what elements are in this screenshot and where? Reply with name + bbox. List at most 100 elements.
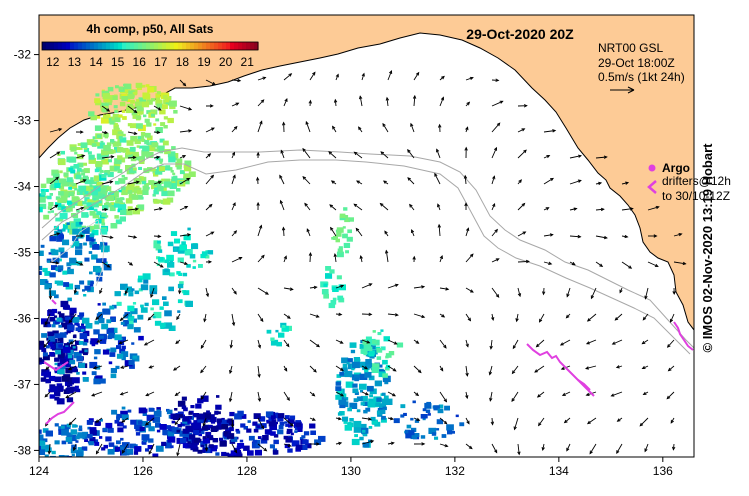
current-vector	[231, 202, 236, 211]
sst-cell	[67, 297, 72, 302]
sst-cell	[167, 436, 176, 443]
sst-cell	[79, 312, 85, 317]
current-vector-head	[184, 206, 189, 210]
sst-cell	[89, 437, 96, 442]
colorbar-label: 20	[219, 55, 233, 69]
current-vector	[335, 365, 344, 371]
current-vector	[73, 443, 77, 451]
sst-cell	[65, 283, 74, 290]
sst-cell	[146, 135, 153, 141]
sst-cell	[156, 91, 161, 95]
current-vector	[120, 365, 129, 369]
sst-cell	[66, 329, 71, 334]
current-vector-head	[262, 76, 267, 80]
current-vector	[490, 339, 493, 349]
sst-cell	[129, 167, 137, 174]
sst-cell	[102, 114, 109, 119]
y-axis-ticks: -32-33-34-35-36-37-38	[14, 48, 39, 457]
sst-cell	[114, 110, 118, 113]
current-vector-head	[421, 285, 426, 289]
sst-cell	[285, 437, 293, 443]
sst-cell	[207, 250, 214, 255]
sst-cell	[83, 294, 87, 297]
sst-cell	[79, 333, 88, 340]
colorbar-swatch	[54, 42, 59, 50]
sst-cell	[66, 342, 71, 345]
sst-cell	[79, 192, 83, 195]
sst-cell	[91, 254, 98, 260]
sst-cell	[67, 268, 74, 275]
current-vector	[69, 339, 77, 345]
sst-cell	[102, 349, 110, 355]
colorbar-swatch	[174, 42, 179, 50]
sst-cell	[102, 108, 108, 113]
sst-cell	[70, 146, 77, 152]
sst-cell	[120, 410, 128, 417]
sst-cell	[39, 449, 46, 455]
current-vector-head	[515, 318, 519, 323]
current-vector-head	[468, 445, 473, 450]
sst-cell	[59, 212, 68, 220]
sst-cell	[139, 426, 145, 431]
sst-cell	[145, 448, 150, 452]
sst-cell	[76, 167, 82, 172]
current-vector	[68, 365, 77, 370]
current-vector	[491, 417, 494, 425]
current-vector-head	[437, 203, 441, 208]
sst-cell	[89, 179, 95, 185]
current-vector-head	[536, 394, 541, 398]
sst-cell	[157, 256, 164, 262]
sst-cell	[262, 435, 269, 441]
current-vector-head	[546, 154, 551, 159]
current-vector-head	[559, 342, 564, 346]
sst-cell	[118, 178, 126, 184]
sst-cell	[69, 311, 75, 316]
current-vector	[465, 417, 470, 424]
current-vector-head	[285, 343, 290, 348]
sst-cell	[41, 191, 46, 196]
sst-cell	[79, 350, 83, 354]
current-vector	[434, 173, 441, 185]
current-vector	[621, 208, 633, 211]
sst-cell	[283, 435, 289, 440]
sst-cell	[76, 209, 80, 213]
sst-cell	[96, 153, 105, 160]
sst-cell	[114, 166, 120, 171]
current-vector	[329, 204, 337, 211]
sst-cell	[49, 394, 56, 399]
current-vector-head	[464, 202, 468, 207]
sst-cell	[374, 380, 382, 387]
sst-cell	[81, 323, 85, 326]
current-vector	[231, 287, 237, 295]
sst-cell	[170, 445, 174, 449]
sst-cell	[114, 158, 122, 165]
sst-cell	[349, 342, 357, 348]
sst-cell	[72, 228, 80, 235]
current-vector-head	[586, 420, 591, 425]
current-vector-head	[175, 340, 180, 345]
sst-cell	[187, 441, 191, 444]
current-vector	[230, 339, 233, 348]
sst-cell	[47, 206, 53, 210]
colorbar-swatch	[230, 42, 235, 50]
current-vector	[283, 73, 292, 81]
sst-cell	[234, 413, 242, 420]
sst-cell	[86, 204, 94, 211]
current-vector	[49, 232, 60, 237]
current-vector	[280, 200, 285, 211]
current-vector	[127, 156, 136, 159]
sst-cell	[381, 415, 386, 420]
current-vector	[413, 286, 425, 289]
sst-cell	[125, 149, 133, 155]
current-vector	[120, 391, 129, 395]
sst-cell	[56, 383, 63, 388]
sst-cell	[364, 371, 372, 378]
sst-cell	[57, 269, 62, 273]
sst-cell	[370, 344, 376, 350]
sst-cell	[431, 432, 437, 436]
sst-cell	[367, 401, 376, 408]
current-vector-head	[469, 253, 474, 258]
current-vector	[380, 203, 389, 211]
sst-cell	[63, 457, 68, 461]
